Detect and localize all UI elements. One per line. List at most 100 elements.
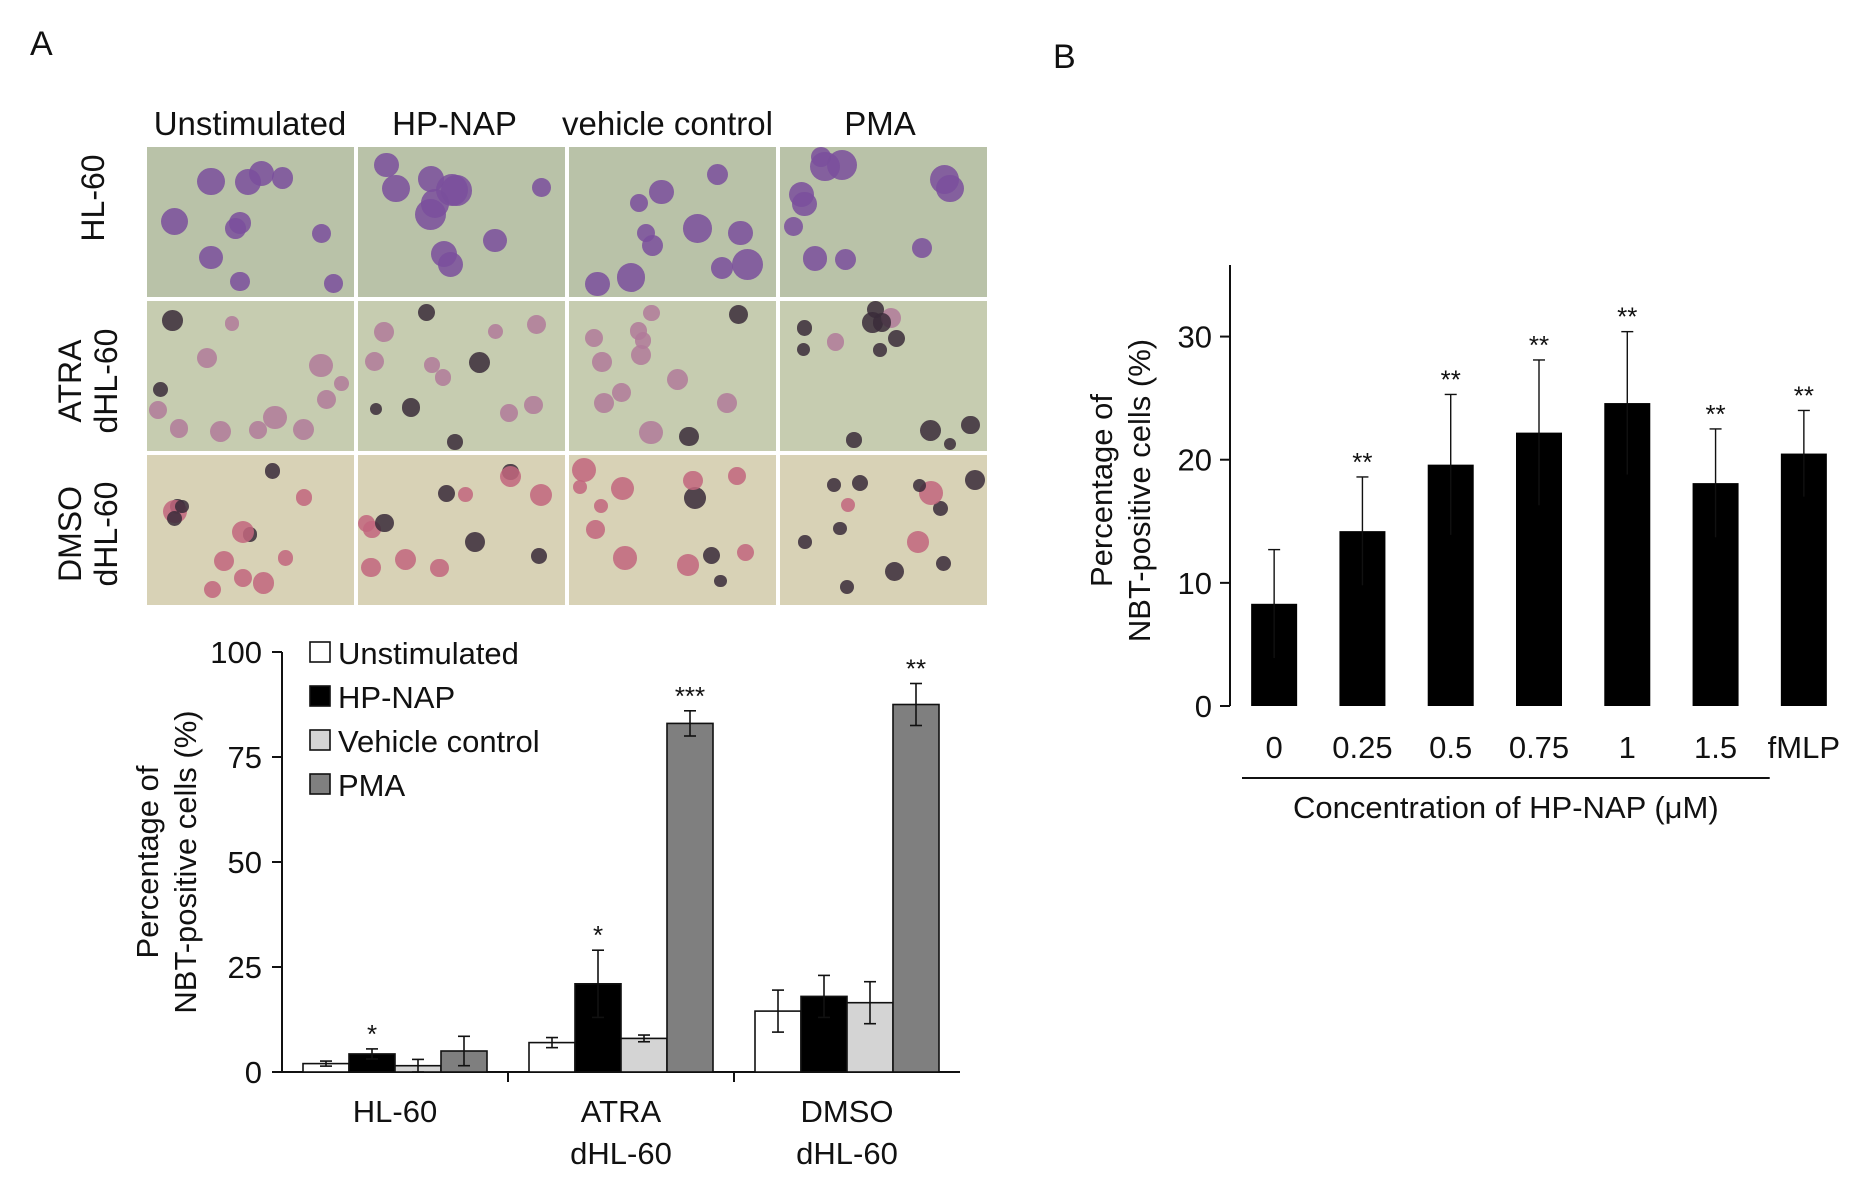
significance-label: ** (1705, 399, 1725, 429)
cell-blob (277, 550, 293, 566)
micrograph-tile (147, 455, 354, 605)
cell-blob (965, 469, 986, 490)
x-category-label: dHL-60 (796, 1136, 898, 1171)
legend-label: PMA (338, 768, 406, 803)
legend-swatch (309, 729, 331, 751)
cell-blob (593, 393, 614, 414)
cell-blob (401, 398, 421, 417)
cell-blob (382, 174, 410, 202)
cell-blob (309, 353, 334, 378)
x-category-label: DMSO (801, 1094, 894, 1129)
cell-blob (639, 420, 663, 445)
cell-blob (213, 550, 235, 572)
x-category-label: dHL-60 (570, 1136, 672, 1171)
y-axis-label: Percentage ofNBT-positive cells (%) (1084, 339, 1157, 642)
y-axis-label-line: NBT-positive cells (%) (168, 710, 203, 1013)
panel-label-b: B (1053, 38, 1076, 76)
micrograph-row-label-line: dHL-60 (88, 328, 124, 434)
bar (620, 1037, 668, 1073)
cell-blob (920, 420, 942, 442)
cell-blob (710, 257, 733, 279)
cell-blob (526, 314, 547, 335)
y-axis-label: Percentage ofNBT-positive cells (%) (130, 710, 203, 1013)
cell-blob (532, 178, 552, 198)
cell-blob (826, 333, 845, 351)
x-category-label: HL-60 (353, 1094, 437, 1129)
cell-blob (852, 474, 869, 492)
cell-blob (166, 510, 182, 526)
cell-blob (293, 418, 315, 440)
cell-blob (796, 319, 813, 336)
x-tick-label: 0.75 (1509, 730, 1569, 765)
cell-blob (225, 218, 246, 239)
cell-blob (594, 499, 609, 514)
cell-blob (148, 400, 167, 419)
cell-blob (447, 434, 463, 450)
cell-blob (867, 301, 885, 319)
significance-label: ** (906, 654, 926, 684)
cell-blob (702, 546, 721, 565)
cell-blob (960, 415, 980, 435)
cell-blob (265, 463, 281, 479)
cell-blob (230, 271, 250, 292)
cell-blob (235, 168, 262, 195)
significance-label: ** (1441, 364, 1461, 394)
cell-blob (677, 554, 699, 576)
cell-blob (679, 427, 699, 447)
cell-blob (169, 419, 188, 438)
cell-blob (630, 194, 649, 213)
cell-blob (375, 513, 394, 533)
bar (892, 703, 940, 1073)
cell-blob (586, 519, 606, 539)
cell-blob (530, 484, 553, 507)
micrograph-tile (780, 147, 987, 297)
significance-label: ** (1794, 380, 1814, 410)
cell-blob (160, 208, 188, 236)
micrograph-row-label: DMSO dHL-60 (52, 469, 124, 599)
cell-blob (395, 548, 417, 570)
cell-blob (465, 531, 486, 552)
cell-blob (469, 351, 491, 374)
cell-blob (826, 477, 842, 493)
cell-blob (585, 271, 610, 296)
micrograph-column-header: PMA (844, 105, 916, 142)
y-tick-label: 20 (1178, 443, 1212, 478)
cell-blob (933, 501, 948, 517)
x-tick-label: 1 (1619, 730, 1636, 765)
y-axis-label-line: Percentage of (1084, 394, 1119, 587)
cell-blob (373, 322, 394, 342)
cell-blob (197, 167, 225, 196)
micrograph-row-label-line: ATRA (52, 339, 88, 423)
cell-blob (162, 309, 184, 331)
cell-blob (636, 224, 656, 243)
cell-blob (323, 274, 343, 294)
cell-blob (457, 487, 473, 503)
cell-blob (434, 369, 452, 386)
x-category-label: ATRA (581, 1094, 662, 1129)
micrograph-column-header: HP-NAP (392, 105, 517, 142)
cell-blob (232, 521, 255, 544)
x-axis-label: Concentration of HP-NAP (μM) (1293, 790, 1719, 825)
micrograph-tile (358, 455, 565, 605)
cell-blob (224, 315, 240, 331)
cell-blob (612, 383, 632, 403)
x-tick-label: 0.25 (1332, 730, 1392, 765)
significance-label: * (593, 920, 603, 950)
cell-blob (415, 198, 447, 231)
legend-swatch (309, 685, 331, 707)
cell-blob (616, 263, 645, 292)
cell-blob (500, 465, 522, 487)
cell-blob (487, 323, 504, 340)
cell-blob (944, 438, 957, 451)
cell-blob (369, 403, 383, 416)
cell-blob (175, 499, 189, 514)
cell-blob (585, 328, 604, 347)
cell-blob (683, 214, 712, 243)
micrograph-row-label-line: HL-60 (75, 154, 111, 242)
cell-blob (437, 484, 455, 502)
significance-label: *** (675, 681, 705, 711)
cell-blob (885, 561, 905, 581)
cell-blob (935, 556, 951, 572)
cell-blob (613, 546, 637, 570)
